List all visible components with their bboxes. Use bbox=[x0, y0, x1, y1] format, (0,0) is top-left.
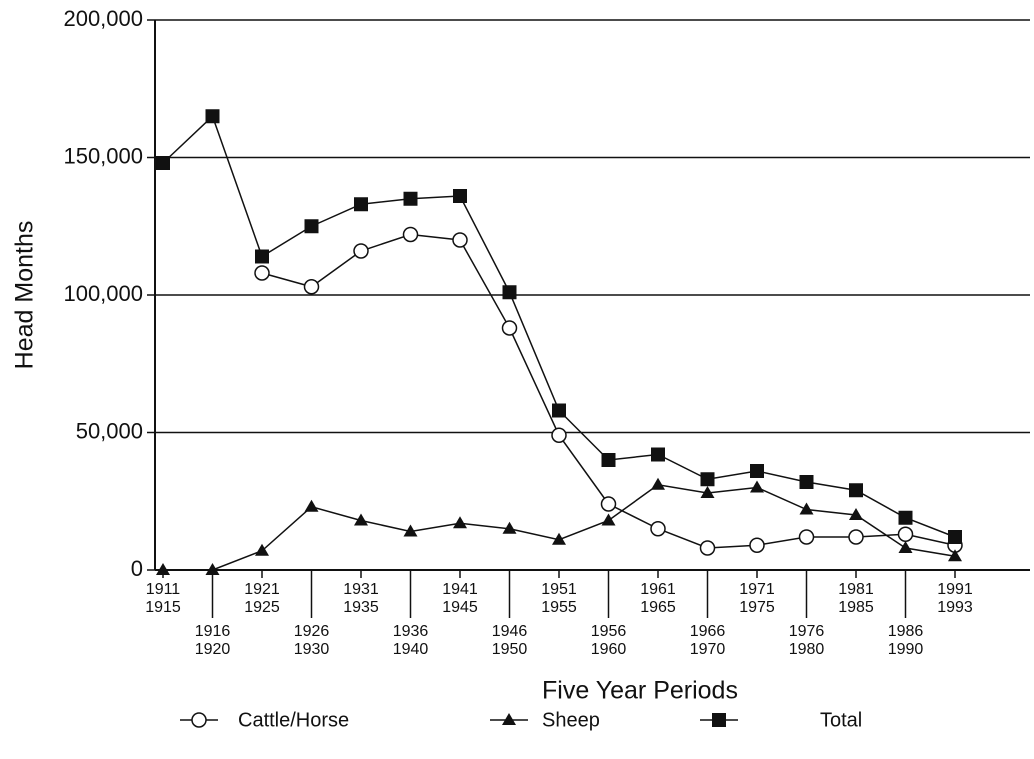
point bbox=[600, 496, 617, 512]
x-tick-label: 1981 bbox=[838, 581, 874, 598]
point bbox=[700, 486, 715, 498]
x-tick-label: 1961 bbox=[640, 581, 676, 598]
point bbox=[501, 320, 518, 336]
x-tick-label: 1940 bbox=[393, 641, 429, 658]
point bbox=[353, 243, 369, 259]
y-axis-title: Head Months bbox=[11, 221, 39, 370]
point bbox=[898, 541, 913, 553]
point bbox=[156, 156, 170, 170]
point bbox=[948, 530, 962, 544]
x-tick-label: 1976 bbox=[789, 623, 825, 640]
point bbox=[749, 537, 765, 553]
x-tick-label: 1935 bbox=[343, 599, 379, 616]
x-tick-label: 1920 bbox=[195, 641, 231, 658]
point bbox=[255, 249, 269, 264]
point bbox=[849, 508, 863, 520]
point bbox=[502, 521, 517, 534]
y-tick-label: 50,000 bbox=[76, 418, 143, 443]
y-tick-label: 200,000 bbox=[63, 6, 143, 31]
x-tick-label: 1991 bbox=[937, 581, 973, 598]
y-tick-label: 100,000 bbox=[63, 281, 143, 306]
x-tick-label: 1925 bbox=[244, 599, 280, 616]
point bbox=[254, 265, 270, 281]
x-tick-label: 1966 bbox=[690, 623, 726, 640]
x-tick-label: 1915 bbox=[145, 599, 181, 616]
x-tick-label: 1951 bbox=[541, 581, 577, 598]
x-tick-label: 1946 bbox=[492, 623, 528, 640]
legend-label: Cattle/Horse bbox=[238, 709, 349, 731]
point bbox=[601, 513, 616, 526]
point bbox=[651, 477, 665, 490]
x-tick-label: 1941 bbox=[442, 581, 478, 598]
point bbox=[303, 279, 320, 295]
x-tick-label: 1986 bbox=[888, 623, 924, 640]
point bbox=[948, 549, 962, 562]
y-tick-label: 150,000 bbox=[63, 143, 143, 168]
series-line bbox=[163, 483, 956, 571]
x-tick-label: 1936 bbox=[393, 623, 429, 640]
legend-marker bbox=[712, 713, 726, 727]
point bbox=[354, 513, 368, 526]
point bbox=[798, 529, 815, 545]
x-tick-label: 1911 bbox=[146, 581, 181, 598]
point bbox=[750, 464, 764, 478]
x-axis-title: Five Year Periods bbox=[542, 677, 738, 705]
point bbox=[799, 502, 814, 515]
point bbox=[552, 403, 566, 418]
x-tick-label: 1926 bbox=[294, 623, 330, 640]
point bbox=[650, 521, 666, 537]
point bbox=[402, 226, 419, 243]
point bbox=[552, 532, 566, 545]
point bbox=[848, 529, 864, 545]
x-tick-label: 1931 bbox=[343, 581, 379, 598]
x-tick-label: 1930 bbox=[294, 641, 330, 658]
point bbox=[601, 453, 616, 467]
point bbox=[453, 516, 467, 529]
x-tick-label: 1993 bbox=[937, 599, 973, 616]
point bbox=[651, 447, 665, 462]
point bbox=[205, 109, 220, 124]
y-tick-label: 0 bbox=[131, 556, 143, 581]
point bbox=[452, 232, 468, 248]
point bbox=[849, 483, 863, 498]
legend-marker bbox=[502, 713, 516, 725]
x-tick-label: 1971 bbox=[739, 581, 775, 598]
series-line bbox=[162, 114, 956, 538]
legend-label: Sheep bbox=[542, 709, 600, 731]
point bbox=[453, 189, 467, 203]
x-tick-label: 1990 bbox=[888, 641, 924, 658]
x-tick-label: 1956 bbox=[591, 623, 627, 640]
point bbox=[354, 197, 368, 212]
point bbox=[699, 540, 716, 556]
x-tick-label: 1945 bbox=[442, 599, 478, 616]
legend-marker bbox=[191, 712, 207, 728]
point bbox=[502, 285, 517, 300]
x-tick-label: 1965 bbox=[640, 599, 676, 616]
point bbox=[700, 472, 715, 487]
x-tick-label: 1985 bbox=[838, 599, 874, 616]
point bbox=[750, 480, 764, 493]
x-tick-label: 1980 bbox=[789, 641, 825, 658]
x-tick-label: 1916 bbox=[195, 623, 231, 640]
point bbox=[551, 427, 567, 443]
x-tick-label: 1921 bbox=[244, 581, 280, 598]
point bbox=[403, 191, 418, 206]
x-tick-label: 1960 bbox=[591, 641, 627, 658]
point bbox=[897, 526, 914, 542]
x-tick-label: 1975 bbox=[739, 599, 775, 616]
point bbox=[255, 543, 269, 556]
point bbox=[304, 219, 319, 234]
point bbox=[403, 524, 418, 537]
x-tick-label: 1950 bbox=[492, 641, 528, 658]
point bbox=[304, 499, 319, 512]
point bbox=[799, 475, 814, 489]
x-tick-label: 1970 bbox=[690, 641, 726, 658]
x-tick-label: 1955 bbox=[541, 599, 577, 616]
point bbox=[156, 563, 170, 575]
legend-label: Total bbox=[820, 709, 862, 731]
point bbox=[898, 510, 913, 525]
point bbox=[205, 563, 220, 575]
